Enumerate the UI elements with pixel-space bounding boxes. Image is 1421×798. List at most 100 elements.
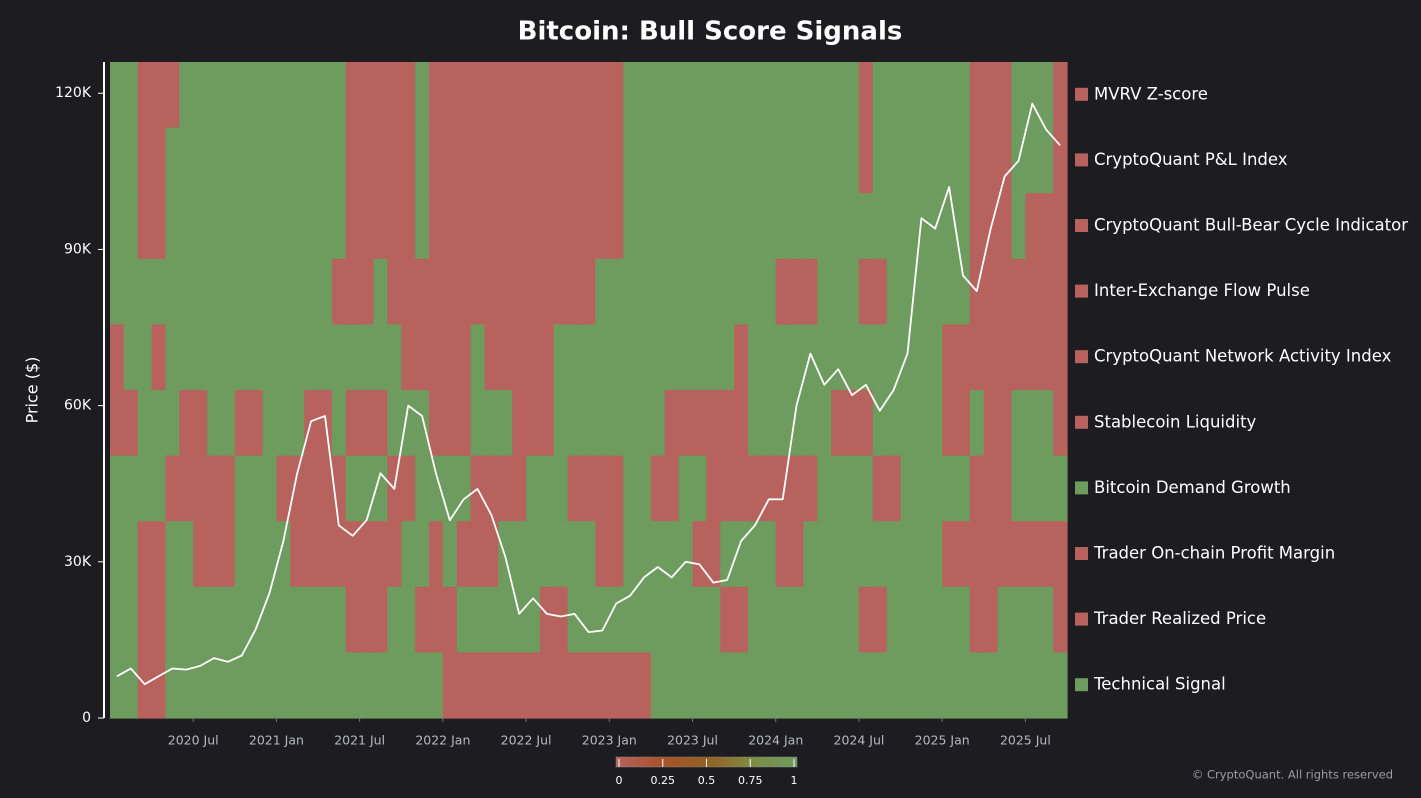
heatmap-cell	[442, 586, 458, 653]
heatmap-cell	[1011, 62, 1026, 129]
heatmap-cell	[664, 390, 680, 457]
heatmap-cell	[872, 455, 888, 522]
heatmap-cell	[581, 652, 597, 719]
row-label: CryptoQuant Network Activity Index	[1094, 347, 1392, 366]
row-label: MVRV Z-score	[1094, 84, 1208, 103]
heatmap-cell	[484, 586, 499, 653]
heatmap-cell	[1011, 193, 1026, 260]
heatmap-cell	[845, 652, 860, 719]
heatmap-cell	[789, 455, 805, 522]
heatmap-cell	[123, 521, 139, 588]
heatmap-cell	[415, 258, 430, 325]
y-tick-label: 90K	[64, 241, 92, 257]
heatmap-cell	[900, 586, 916, 653]
heatmap-cell	[262, 324, 278, 391]
heatmap-cell	[1039, 390, 1054, 457]
heatmap-cell	[858, 62, 874, 129]
x-tick-label: 2021 Jul	[334, 733, 385, 748]
heatmap-cell	[914, 193, 929, 260]
heatmap-cell	[290, 127, 305, 194]
heatmap-cell	[956, 390, 971, 457]
heatmap-cell	[401, 193, 416, 260]
heatmap-cell	[817, 390, 832, 457]
heatmap-cell	[623, 586, 638, 653]
heatmap-cell	[609, 127, 624, 194]
heatmap-cell	[692, 455, 707, 522]
heatmap-cell	[526, 586, 541, 653]
heatmap-cell	[179, 455, 194, 522]
heatmap-cell	[761, 652, 777, 719]
heatmap-cell	[817, 258, 832, 325]
row-label: Bitcoin Demand Growth	[1094, 478, 1291, 497]
heatmap-cell	[359, 258, 375, 325]
heatmap-cell	[539, 258, 555, 325]
heatmap-cell	[858, 521, 874, 588]
heatmap-cell	[900, 324, 916, 391]
heatmap-cell	[207, 521, 222, 588]
heatmap-cell	[276, 193, 291, 260]
heatmap-cell	[997, 324, 1013, 391]
heatmap-cell	[373, 62, 388, 129]
heatmap-cell	[650, 455, 666, 522]
heatmap-cell	[526, 193, 541, 260]
heatmap-cell	[387, 127, 402, 194]
heatmap-cell	[664, 258, 680, 325]
heatmap-cell	[623, 521, 638, 588]
heatmap-cell	[678, 586, 694, 653]
legend-swatch	[1075, 547, 1088, 560]
heatmap-cell	[470, 586, 486, 653]
heatmap-cell	[429, 127, 444, 194]
heatmap-cell	[1053, 521, 1068, 588]
heatmap-cell	[942, 258, 957, 325]
heatmap-cell	[151, 193, 167, 260]
heatmap-cell	[748, 258, 763, 325]
heatmap-cell	[456, 521, 472, 588]
heatmap-cell	[942, 586, 957, 653]
heatmap-cell	[512, 193, 527, 260]
heatmap-cell	[498, 127, 513, 194]
heatmap-cell	[318, 586, 333, 653]
heatmap-cell	[498, 390, 513, 457]
heatmap-cell	[956, 521, 971, 588]
heatmap-cell	[664, 62, 680, 129]
heatmap-cell	[609, 390, 624, 457]
heatmap-cell	[748, 652, 763, 719]
heatmap-cell	[650, 127, 666, 194]
heatmap-cell	[997, 455, 1013, 522]
heatmap-cell	[914, 258, 929, 325]
heatmap-cell	[484, 127, 499, 194]
heatmap-cell	[803, 521, 818, 588]
heatmap-cell	[207, 586, 222, 653]
heatmap-cell	[1053, 62, 1068, 129]
heatmap-cell	[1025, 62, 1040, 129]
heatmap-cell	[415, 390, 430, 457]
heatmap-cell	[470, 390, 486, 457]
heatmap-cell	[831, 127, 846, 194]
heatmap-cell	[637, 521, 652, 588]
heatmap-cell	[1053, 127, 1068, 194]
heatmap-cell	[234, 324, 250, 391]
heatmap-cell	[318, 521, 333, 588]
heatmap-cell	[429, 652, 444, 719]
heatmap-cell	[609, 324, 624, 391]
heatmap-cell	[720, 193, 735, 260]
heatmap-cell	[845, 324, 860, 391]
heatmap-cell	[886, 652, 902, 719]
heatmap-cell	[803, 586, 818, 653]
heatmap-cell	[290, 62, 305, 129]
heatmap-cell	[581, 390, 597, 457]
heatmap-cell	[539, 193, 555, 260]
heatmap-cell	[193, 127, 208, 194]
heatmap-cell	[928, 62, 943, 129]
heatmap-cell	[304, 455, 319, 522]
heatmap-cell	[234, 62, 250, 129]
heatmap-cell	[110, 521, 125, 588]
heatmap-cell	[345, 586, 361, 653]
heatmap-cell	[720, 586, 735, 653]
heatmap-cell	[331, 193, 347, 260]
heatmap-cell	[234, 127, 250, 194]
heatmap-cell	[789, 652, 805, 719]
heatmap-cell	[165, 127, 180, 194]
row-label: CryptoQuant P&L Index	[1094, 150, 1288, 169]
